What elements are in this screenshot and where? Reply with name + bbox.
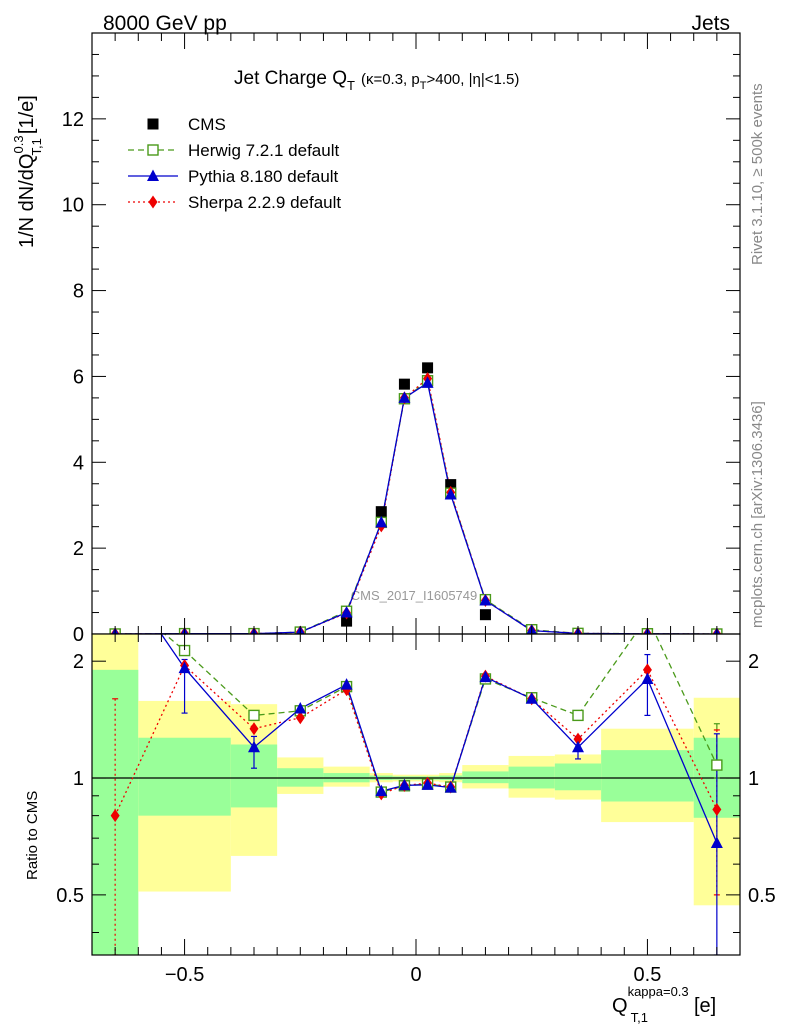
legend: CMS Herwig 7.2.1 default Pythia 8.180 defa… [128, 115, 341, 212]
plot-canvas: 8000 GeV pp Jets Rivet 3.1.10, ≥ 500k ev… [0, 0, 786, 1024]
legend-sherpa-label: Sherpa 2.2.9 default [188, 193, 341, 212]
ratio-band-inner [601, 750, 694, 801]
ratio-herwig-point [573, 710, 583, 720]
ratio-herwig-point [110, 588, 120, 598]
main-cms-point [399, 379, 410, 390]
xlabel-main: Q [612, 995, 628, 1017]
title-cond-end: >400, |η|<1.5) [426, 71, 519, 88]
mcplots-label: mcplots.cern.ch [arXiv:1306.3436] [749, 401, 766, 628]
main-ytick-label: 8 [73, 281, 84, 303]
legend-entry-cms: CMS [148, 115, 226, 134]
ratio-ylabel: Ratio to CMS [24, 791, 41, 880]
ylabel-unit: [1/e] [16, 95, 38, 134]
header-right: Jets [691, 12, 730, 35]
legend-pythia-label: Pythia 8.180 default [188, 167, 339, 186]
ratio-herwig-point [712, 760, 722, 770]
ratio-ytick-label: 2 [73, 651, 84, 673]
ratio-xtick-label: 0 [410, 964, 421, 986]
xlabel-unit: [e] [694, 995, 716, 1017]
main-ytick-label: 0 [73, 624, 84, 646]
main-ytick-label: 12 [62, 109, 84, 131]
ratio-panel: Ratio to CMS 0.5 0.5 1 1 2 2 −0.5 0 0.5 Qkappa=0… [24, 560, 776, 1024]
main-axis-layer: 0 2 4 6 8 10 12 [62, 33, 740, 646]
ratio-ytick-label: 1 [73, 768, 84, 790]
main-title: Jet Charge QT (κ=0.3, pT>400, |η|<1.5) [234, 68, 519, 93]
main-ylabel: 1/N dN/dQ0.3 T,1 [1/e] [11, 95, 44, 248]
ylabel-sup: 0.3 [11, 135, 26, 153]
ratio-xtick-label: −0.5 [165, 964, 204, 986]
main-panel: CMS_2017_I1605749 Jet Charge QT (κ=0.3, p… [11, 33, 740, 646]
ratio-xtick-label: 0.5 [634, 964, 662, 986]
ratio-ytick-label-right: 0.5 [748, 885, 776, 907]
legend-entry-herwig: Herwig 7.2.1 default [128, 141, 339, 160]
ratio-ytick-label-right: 1 [748, 768, 759, 790]
legend-herwig-marker [148, 145, 158, 155]
main-ytick-label: 10 [62, 195, 84, 217]
main-ytick-label: 6 [73, 366, 84, 388]
main-ytick-label: 2 [73, 538, 84, 560]
legend-sherpa-marker [149, 196, 158, 209]
title-cond: (κ=0.3, p [361, 71, 420, 88]
main-ytick-label: 4 [73, 452, 84, 474]
title-sub: T [347, 78, 355, 93]
main-cms-point [376, 506, 387, 517]
x-axis-label: Qkappa=0.3 T,1 [e] [612, 984, 716, 1024]
legend-pythia-marker [147, 170, 159, 182]
title-main: Jet Charge Q [234, 68, 347, 89]
main-cms-point [480, 609, 491, 620]
legend-entry-pythia: Pythia 8.180 default [128, 167, 339, 186]
watermark: CMS_2017_I1605749 [351, 588, 478, 603]
ratio-band-inner [462, 771, 508, 783]
xlabel-sub: T,1 [631, 1010, 648, 1024]
ratio-ytick-label-right: 2 [748, 651, 759, 673]
legend-entry-sherpa: Sherpa 2.2.9 default [128, 193, 341, 212]
ratio-herwig-point [249, 710, 259, 720]
ylabel-main: 1/N dN/dQ [16, 154, 38, 248]
main-cms-point [422, 362, 433, 373]
xlabel-sup: kappa=0.3 [628, 984, 689, 999]
ratio-pythia-point [641, 672, 653, 684]
legend-herwig-label: Herwig 7.2.1 default [188, 141, 339, 160]
legend-cms-marker [148, 119, 159, 130]
ratio-ytick-label: 0.5 [56, 885, 84, 907]
header-left: 8000 GeV pp [103, 12, 227, 35]
ratio-pythia-point [179, 662, 191, 674]
ratio-band-inner [138, 738, 231, 816]
legend-cms-label: CMS [188, 115, 226, 134]
ratio-band-inner [555, 764, 601, 791]
rivet-label: Rivet 3.1.10, ≥ 500k events [749, 83, 766, 265]
ratio-pythia-point [109, 560, 121, 572]
ylabel-sub: T,1 [29, 138, 44, 155]
